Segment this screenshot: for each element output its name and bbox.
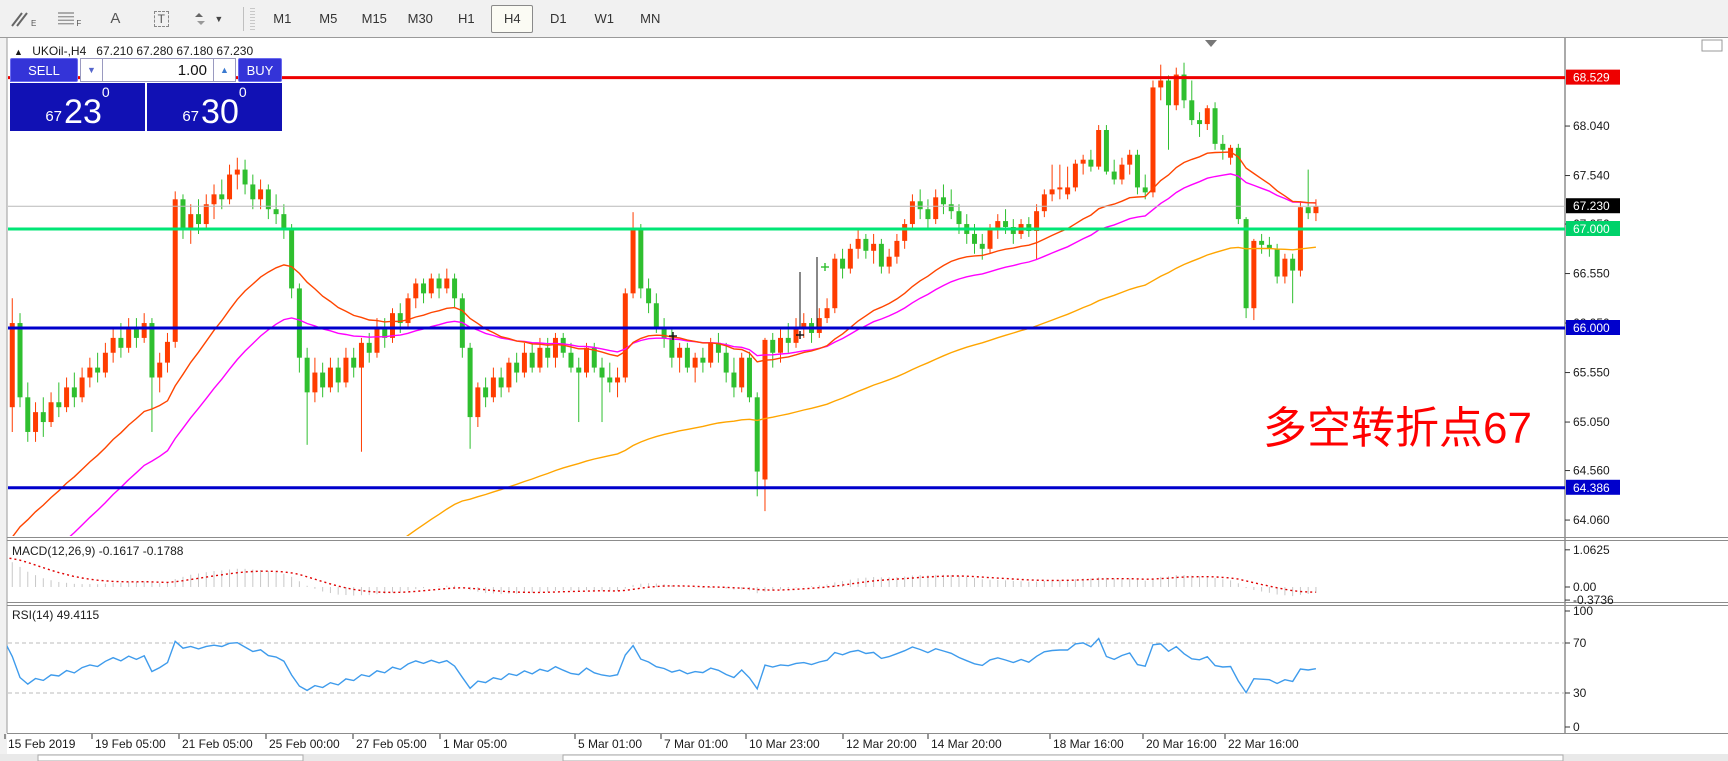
macd-label: MACD(12,26,9) -0.1617 -0.1788	[12, 544, 184, 558]
svg-text:68.040: 68.040	[1573, 119, 1610, 133]
svg-text:66.550: 66.550	[1573, 267, 1610, 281]
svg-text:64.060: 64.060	[1573, 513, 1610, 527]
macd-panel	[7, 557, 1317, 597]
svg-text:64.386: 64.386	[1573, 481, 1610, 495]
text-label-icon[interactable]: A	[110, 10, 121, 27]
svg-text:-0.3736: -0.3736	[1573, 593, 1614, 607]
arrange-arrows-icon[interactable]: ▼	[186, 5, 231, 33]
price-badge-68.529	[1566, 69, 1620, 85]
price-badge-67.230	[1566, 198, 1620, 214]
crayon-objects-icon[interactable]: E	[2, 5, 44, 33]
price-panel	[9, 62, 1319, 536]
tab-m1[interactable]: M1	[273, 11, 292, 26]
svg-text:1 Mar 05:00: 1 Mar 05:00	[443, 737, 507, 751]
dropdown-caret-icon[interactable]: ▼	[214, 13, 224, 24]
grid-f-label: F	[76, 19, 82, 28]
volume-decrease-button[interactable]: ▼	[80, 58, 103, 82]
svg-text:27 Feb 05:00: 27 Feb 05:00	[356, 737, 427, 751]
ask-prefix: 67	[182, 108, 200, 125]
toolbar: E F A T ▼ M1 M5 M15 M30 H1 H4 D1 W1 MN	[0, 0, 1728, 38]
svg-text:67.230: 67.230	[1573, 199, 1610, 213]
tab-m5[interactable]: M5	[319, 11, 338, 26]
svg-text:70: 70	[1573, 636, 1587, 650]
toolbar-drag-handle[interactable]	[250, 7, 256, 30]
ohlc-quote-label: 67.210 67.280 67.180 67.230	[96, 44, 254, 58]
svg-text:15 Feb 2019: 15 Feb 2019	[8, 737, 76, 751]
svg-text:66.000: 66.000	[1573, 321, 1610, 335]
chart-title: ▲ UKOil-,H4 67.210 67.280 67.180 67.230	[14, 44, 253, 58]
ask-point: 0	[238, 84, 247, 100]
svg-text:68.529: 68.529	[1573, 71, 1610, 85]
svg-text:0.00: 0.00	[1573, 580, 1597, 594]
tab-d1[interactable]: D1	[549, 11, 567, 26]
svg-text:30: 30	[1573, 686, 1587, 700]
svg-text:65.550: 65.550	[1573, 366, 1610, 380]
volume-input[interactable]	[103, 58, 213, 82]
volume-increase-button[interactable]: ▲	[213, 58, 236, 82]
svg-text:64.560: 64.560	[1573, 464, 1610, 478]
macd-value-2: -0.1788	[142, 544, 184, 558]
one-click-trading-panel: SELL ▼ ▲ BUY 67 23 0 67 30 0	[10, 58, 282, 131]
buy-button[interactable]: BUY	[238, 58, 282, 82]
candles	[9, 62, 1319, 512]
svg-text:22 Mar 16:00: 22 Mar 16:00	[1228, 737, 1299, 751]
tab-h4[interactable]: H4	[491, 4, 534, 33]
text-box-icon[interactable]: T	[140, 5, 182, 33]
rsi-value: 49.4115	[56, 608, 100, 622]
svg-text:12 Mar 20:00: 12 Mar 20:00	[846, 737, 917, 751]
bid-prefix: 67	[45, 108, 63, 125]
tab-m15[interactable]: M15	[361, 11, 387, 26]
chart-shift-marker[interactable]	[1205, 40, 1217, 47]
time-scale[interactable]: 15 Feb 2019 19 Feb 05:00 21 Feb 05:00 25 Fe…	[4, 734, 1299, 751]
tab-mn[interactable]: MN	[640, 11, 661, 26]
toolbar-separator	[243, 6, 245, 31]
svg-text:20 Mar 16:00: 20 Mar 16:00	[1146, 737, 1217, 751]
svg-text:65.050: 65.050	[1573, 415, 1610, 429]
rsi-panel	[7, 637, 1565, 694]
bid-point: 0	[101, 84, 110, 100]
svg-text:19 Feb 05:00: 19 Feb 05:00	[95, 737, 166, 751]
svg-text:1.0625: 1.0625	[1573, 543, 1610, 557]
grid-fibo-icon[interactable]: F	[48, 5, 90, 33]
svg-text:100: 100	[1573, 604, 1593, 618]
chart-corner-box[interactable]	[1701, 39, 1723, 52]
svg-text:5 Mar 01:00: 5 Mar 01:00	[578, 737, 642, 751]
ask-main: 30	[201, 93, 239, 132]
tab-w1[interactable]: W1	[594, 11, 615, 26]
svg-text:25 Feb 00:00: 25 Feb 00:00	[269, 737, 340, 751]
svg-text:7 Mar 01:00: 7 Mar 01:00	[664, 737, 728, 751]
rsi-label: RSI(14) 49.4115	[12, 608, 100, 622]
svg-text:10 Mar 23:00: 10 Mar 23:00	[749, 737, 820, 751]
crayon-e-label: E	[31, 19, 37, 28]
symbol-period-label: UKOil-,H4	[32, 44, 87, 58]
collapse-triangle-icon[interactable]: ▲	[14, 47, 23, 57]
ask-quote-box[interactable]: 67 30 0	[147, 83, 282, 131]
svg-text:21 Feb 05:00: 21 Feb 05:00	[182, 737, 253, 751]
price-badge-67.000	[1566, 221, 1620, 236]
svg-text:14 Mar 20:00: 14 Mar 20:00	[931, 737, 1002, 751]
svg-text:67.000: 67.000	[1573, 222, 1610, 236]
bid-quote-box[interactable]: 67 23 0	[10, 83, 145, 131]
price-scale[interactable]: 68.04067.54067.05066.55066.05065.55065.0…	[1565, 69, 1620, 734]
chart-annotation-text: 多空转折点67	[1263, 404, 1532, 453]
bid-main: 23	[64, 93, 102, 132]
price-badge-66.000	[1566, 320, 1620, 335]
tab-h1[interactable]: H1	[457, 11, 475, 26]
svg-text:67.540: 67.540	[1573, 169, 1610, 183]
sell-button[interactable]: SELL	[10, 58, 78, 82]
price-badge-64.386	[1566, 479, 1620, 495]
svg-text:18 Mar 16:00: 18 Mar 16:00	[1053, 737, 1124, 751]
svg-text:0: 0	[1573, 720, 1580, 734]
macd-value-1: -0.1617	[98, 544, 140, 558]
tab-m30[interactable]: M30	[407, 11, 433, 26]
